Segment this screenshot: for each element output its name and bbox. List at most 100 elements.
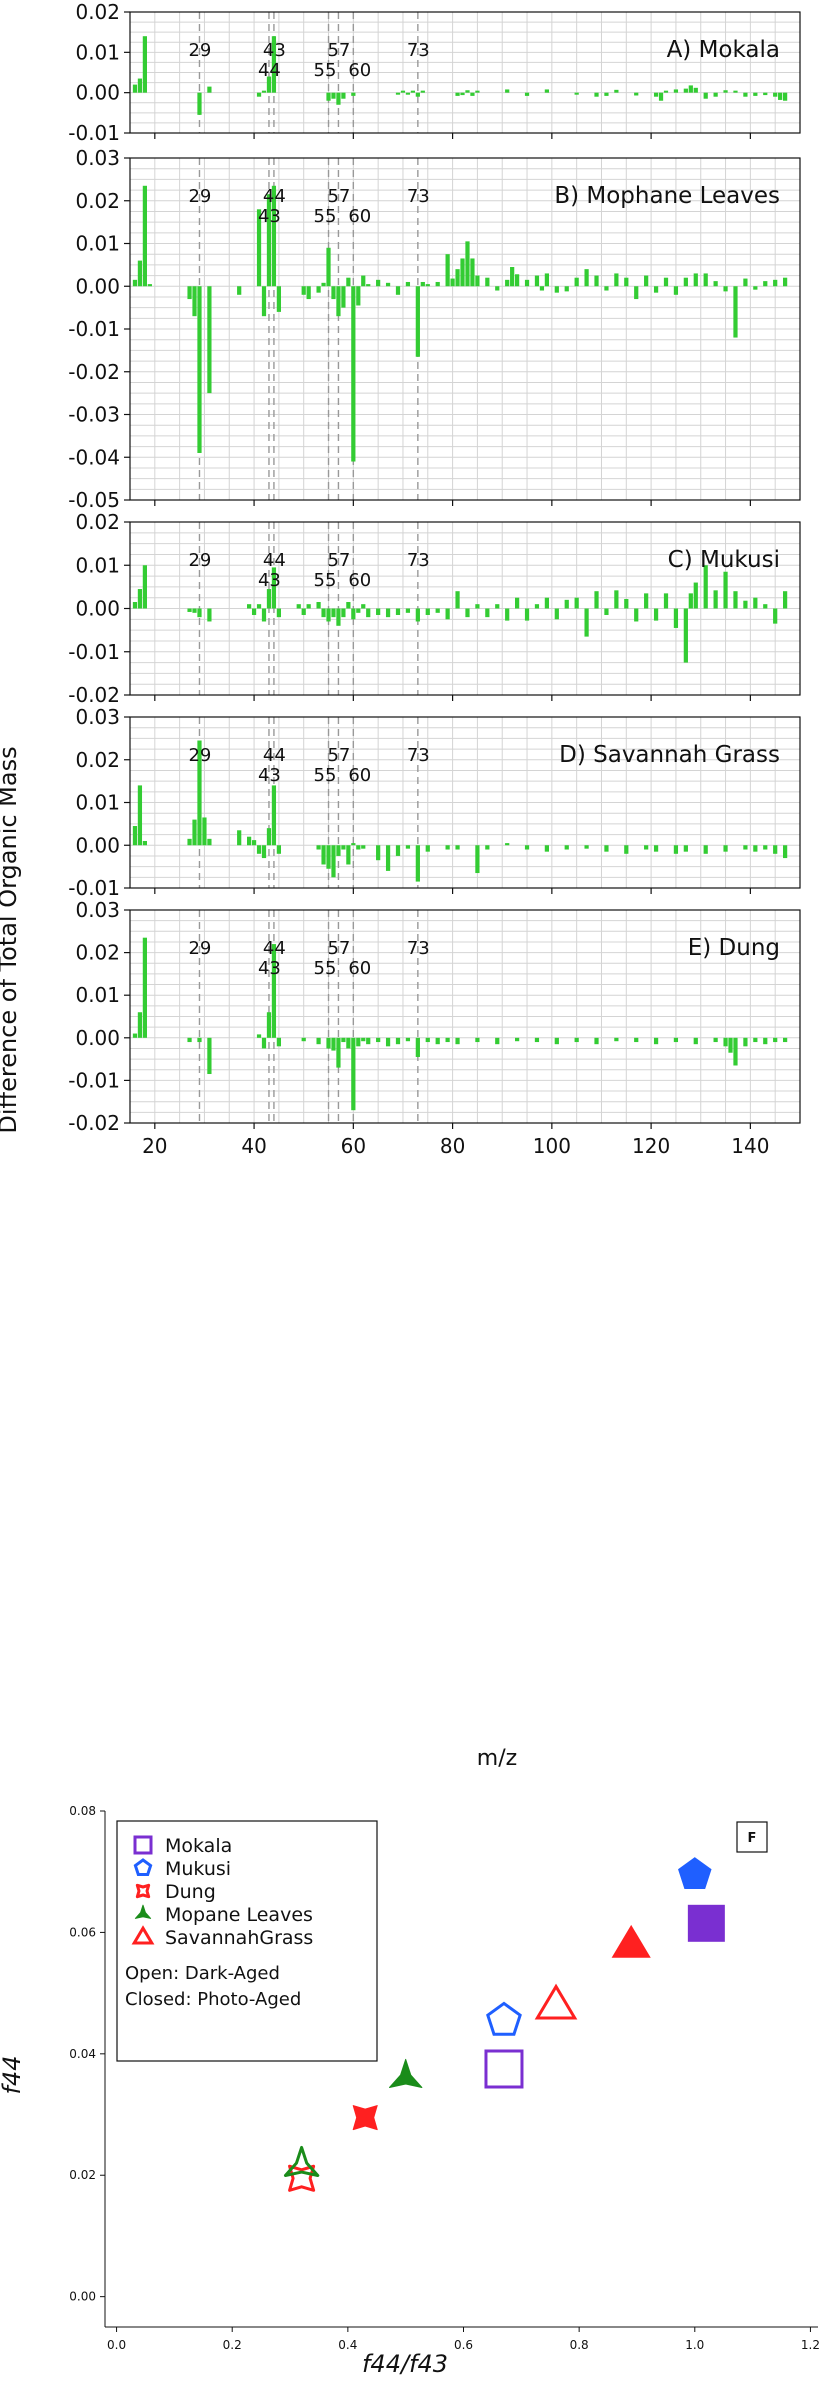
bar bbox=[753, 597, 758, 609]
bar bbox=[376, 1037, 381, 1043]
bar bbox=[594, 591, 599, 609]
bar bbox=[534, 604, 540, 609]
bar bbox=[564, 286, 569, 292]
marker-label: 44 bbox=[258, 60, 281, 81]
bar bbox=[693, 273, 698, 287]
plot-frame bbox=[129, 909, 801, 1124]
bar bbox=[251, 608, 257, 615]
bar bbox=[261, 1037, 267, 1049]
bar bbox=[187, 286, 192, 300]
bar bbox=[465, 241, 470, 287]
bar bbox=[475, 604, 480, 609]
bar bbox=[326, 608, 331, 622]
bar bbox=[763, 845, 768, 850]
bar bbox=[271, 36, 277, 93]
bar bbox=[385, 845, 391, 871]
point-mokala-open bbox=[484, 2049, 524, 2089]
y-tick-label: 0.00 bbox=[75, 81, 120, 105]
bar bbox=[306, 604, 311, 609]
bar bbox=[544, 273, 549, 287]
marker-label: 43 bbox=[258, 958, 281, 979]
x-tick-label: 80 bbox=[440, 1134, 465, 1158]
legend-marker-mopane-leaves bbox=[134, 1904, 152, 1919]
x-tick-label: 60 bbox=[341, 1134, 366, 1158]
bar bbox=[703, 845, 708, 854]
bar bbox=[644, 275, 649, 287]
point-dung-open bbox=[288, 2164, 316, 2192]
bar bbox=[405, 1037, 411, 1042]
bar bbox=[425, 1037, 430, 1043]
bar bbox=[465, 608, 470, 618]
bar bbox=[783, 591, 788, 609]
bar bbox=[470, 92, 475, 96]
bar bbox=[455, 591, 460, 609]
marker-label: 43 bbox=[258, 570, 281, 591]
point-mopane-leaves-open bbox=[283, 2145, 320, 2177]
bar bbox=[505, 89, 510, 93]
bar bbox=[261, 608, 267, 622]
marker-label: 43 bbox=[258, 206, 281, 227]
bar bbox=[395, 845, 401, 856]
bar bbox=[276, 608, 281, 618]
bar bbox=[584, 269, 589, 287]
bar bbox=[703, 273, 708, 287]
y-tick-label: -0.01 bbox=[68, 876, 120, 900]
legend-note: Open: Dark-Aged bbox=[125, 1963, 280, 1984]
bar bbox=[400, 90, 406, 93]
x-tick-label: 0.0 bbox=[107, 2338, 126, 2352]
y-tick-label: 0.00 bbox=[75, 274, 120, 298]
bar bbox=[574, 597, 579, 609]
point-dung-closed bbox=[352, 2105, 378, 2131]
bar bbox=[693, 87, 698, 93]
y-tick-label: -0.02 bbox=[68, 683, 120, 707]
point-mokala-closed bbox=[687, 1904, 725, 1942]
bar bbox=[142, 840, 147, 846]
marker-label: 29 bbox=[188, 40, 211, 61]
bar bbox=[336, 845, 341, 856]
bar bbox=[534, 275, 540, 287]
bar bbox=[634, 608, 639, 622]
bar bbox=[435, 281, 440, 287]
y-tick-label: 0.06 bbox=[69, 1925, 96, 1939]
y-tick-label: 0.02 bbox=[75, 941, 120, 965]
bar bbox=[688, 85, 693, 93]
scatter-panel: 0.00 0.02 0.04 0.06 0.08 0.0 0.2 0.4 0.6 0.8 1.0 1.… bbox=[0, 1804, 820, 2378]
bar bbox=[450, 278, 455, 287]
bar bbox=[713, 590, 718, 609]
bar bbox=[783, 845, 788, 859]
bar bbox=[703, 92, 708, 99]
bar bbox=[475, 845, 480, 874]
marker-label: 43 bbox=[263, 40, 286, 61]
bar bbox=[237, 286, 242, 295]
bar bbox=[192, 819, 197, 846]
panel-title: A) Mokala bbox=[667, 37, 780, 63]
bar bbox=[688, 593, 693, 609]
bar bbox=[634, 92, 639, 96]
bar bbox=[247, 604, 252, 609]
marker-label: 55 bbox=[314, 570, 337, 591]
panel-title: D) Savannah Grass bbox=[559, 742, 780, 768]
bar bbox=[728, 1037, 733, 1053]
bar bbox=[197, 92, 202, 115]
bar bbox=[753, 286, 758, 290]
bar bbox=[723, 90, 728, 93]
marker-label: 60 bbox=[348, 60, 371, 81]
y-tick-label: 0.03 bbox=[75, 705, 120, 729]
bar bbox=[554, 608, 559, 620]
bar bbox=[187, 1037, 192, 1043]
marker-label: 57 bbox=[327, 938, 350, 959]
bar bbox=[783, 1037, 788, 1043]
bar bbox=[683, 277, 688, 287]
bar bbox=[301, 286, 306, 295]
bar bbox=[693, 1037, 698, 1045]
bar bbox=[361, 275, 366, 287]
bar bbox=[505, 279, 510, 287]
x-tick-label: 20 bbox=[142, 1134, 167, 1158]
bar bbox=[505, 843, 510, 846]
bar bbox=[187, 838, 192, 846]
bar bbox=[415, 1037, 420, 1057]
x-tick-label: 0.8 bbox=[570, 2338, 589, 2352]
marker-label: 55 bbox=[314, 60, 337, 81]
bar bbox=[316, 1037, 321, 1045]
marker-label: 60 bbox=[348, 570, 371, 591]
